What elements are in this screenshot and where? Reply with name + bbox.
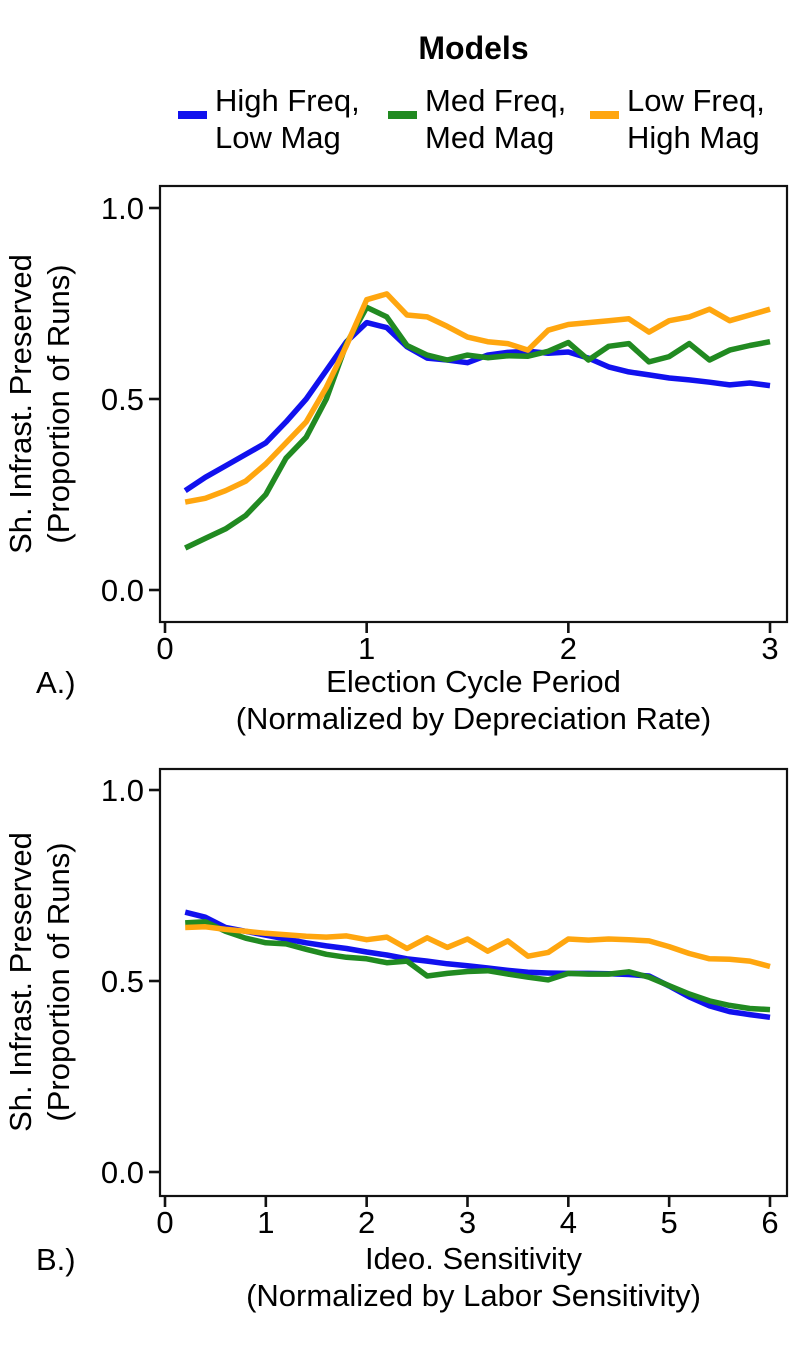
- y-tick-label: 1.0: [101, 773, 144, 808]
- x-tick-label: 3: [459, 1205, 476, 1240]
- legend-item-med-freq-med-mag: Med Freq, Med Mag: [388, 82, 566, 156]
- legend-label-line1: Med Freq,: [425, 83, 567, 118]
- x-tick-label: 1: [257, 1205, 274, 1240]
- legend-label-line2: Low Mag: [215, 120, 341, 155]
- x-tick-label: 1: [358, 631, 375, 666]
- panel-b-y-axis-label: Sh. Infrast. Preserved (Proportion of Ru…: [2, 682, 78, 1282]
- x-tick-label: 6: [761, 1205, 778, 1240]
- y-axis-label-line1: Sh. Infrast. Preserved: [3, 254, 38, 554]
- x-tick-label: 5: [661, 1205, 678, 1240]
- x-tick-label: 0: [156, 631, 173, 666]
- x-tick-label: 0: [156, 1205, 173, 1240]
- y-tick-label: 0.0: [101, 573, 144, 608]
- legend-label-line1: Low Freq,: [627, 83, 765, 118]
- legend-item-low-freq-high-mag: Low Freq, High Mag: [590, 82, 765, 156]
- y-axis-label-line2: (Proportion of Runs): [41, 264, 76, 544]
- legend-item-label: High Freq, Low Mag: [215, 82, 360, 156]
- panel-b-label: B.): [36, 1242, 76, 1277]
- series-line-med-freq-med-mag: [185, 919, 771, 1013]
- panel-a-label: A.): [36, 665, 76, 700]
- legend-label-line2: High Mag: [627, 120, 760, 155]
- plot-border: [158, 767, 789, 1198]
- legend-item-label: Low Freq, High Mag: [627, 82, 765, 156]
- legend-key-line-icon: [388, 111, 417, 119]
- legend-key-line-icon: [590, 111, 619, 119]
- x-tick-label: 2: [560, 631, 577, 666]
- panel-a-y-axis-label: Sh. Infrast. Preserved (Proportion of Ru…: [2, 104, 78, 704]
- x-tick-label: 4: [560, 1205, 577, 1240]
- series-line-high-freq-low-mag: [184, 909, 771, 1021]
- legend-item-high-freq-low-mag: High Freq, Low Mag: [178, 82, 360, 156]
- x-tick-label: 2: [358, 1205, 375, 1240]
- legend-item-label: Med Freq, Med Mag: [425, 82, 566, 156]
- y-tick-label: 0.5: [101, 382, 144, 417]
- series-line-low-freq-high-mag: [184, 291, 771, 505]
- legend-label-line1: High Freq,: [215, 83, 360, 118]
- x-axis-title-line2: (Normalized by Depreciation Rate): [235, 701, 712, 736]
- y-axis-label-line1: Sh. Infrast. Preserved: [3, 832, 38, 1132]
- legend-key-line-icon: [178, 111, 207, 119]
- x-axis-title-line1: Ideo. Sensitivity: [364, 1241, 583, 1276]
- panel-a-x-axis-title: Election Cycle Period (Normalized by Dep…: [160, 663, 787, 737]
- y-tick-label: 0.0: [101, 1155, 144, 1190]
- y-tick-label: 0.5: [101, 964, 144, 999]
- x-axis-title-line2: (Normalized by Labor Sensitivity): [246, 1278, 701, 1313]
- plot-border: [158, 184, 789, 624]
- y-tick-label: 1.0: [101, 191, 144, 226]
- series-line-low-freq-high-mag: [185, 924, 771, 970]
- y-axis-label-line2: (Proportion of Runs): [41, 842, 76, 1122]
- legend-label-line2: Med Mag: [425, 120, 555, 155]
- x-axis-title-line1: Election Cycle Period: [326, 664, 621, 699]
- legend-title: Models: [418, 30, 529, 66]
- x-tick-label: 3: [761, 631, 778, 666]
- panel-b-plot: 0 1 2 3 4 5 6 0.0 0.5 1.0: [101, 767, 789, 1240]
- panel-a-plot: 0 1 2 3 0.0 0.5 1.0: [101, 184, 789, 666]
- series-line-med-freq-med-mag: [184, 304, 771, 551]
- panel-b-x-axis-title: Ideo. Sensitivity (Normalized by Labor S…: [160, 1240, 787, 1314]
